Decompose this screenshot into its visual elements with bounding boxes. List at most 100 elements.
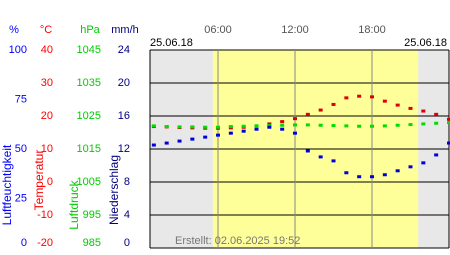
data-point xyxy=(331,124,336,128)
data-point xyxy=(318,155,323,159)
data-point xyxy=(203,125,208,129)
data-point xyxy=(447,117,450,121)
data-point xyxy=(370,124,375,128)
data-point xyxy=(305,112,310,116)
y-tick-label: 1005 xyxy=(77,176,101,188)
axis-unit: % xyxy=(9,24,19,36)
data-point xyxy=(357,94,362,98)
date-left: 25.06.18 xyxy=(150,37,193,49)
data-point xyxy=(177,139,182,143)
data-point xyxy=(382,173,387,177)
y-tick-label: 20 xyxy=(118,77,130,89)
data-point xyxy=(370,95,375,99)
data-point xyxy=(280,120,285,124)
data-point xyxy=(434,153,439,157)
data-point xyxy=(267,124,272,128)
data-point xyxy=(151,143,156,147)
axis-unit: °C xyxy=(40,24,52,36)
data-point xyxy=(395,103,400,107)
y-tick-label: 20 xyxy=(41,110,53,122)
x-tick-label: 18:00 xyxy=(358,24,386,36)
data-point xyxy=(267,125,272,129)
y-tick-label: 24 xyxy=(118,44,130,56)
data-point xyxy=(421,122,426,126)
y-tick-label: 1025 xyxy=(77,110,101,122)
data-point xyxy=(408,123,413,127)
x-tick-label: 06:00 xyxy=(204,24,232,36)
data-point xyxy=(203,135,208,139)
data-point xyxy=(216,133,221,137)
x-tick-label: 12:00 xyxy=(281,24,309,36)
y-tick-label: -20 xyxy=(37,237,53,249)
y-tick-label: 4 xyxy=(124,209,130,221)
data-point xyxy=(447,141,450,145)
data-point xyxy=(228,131,233,135)
y-tick-label: 75 xyxy=(15,93,27,105)
data-point xyxy=(293,123,298,127)
y-tick-label: 0 xyxy=(47,176,53,188)
data-point xyxy=(305,123,310,127)
data-point xyxy=(408,165,413,169)
data-point xyxy=(344,124,349,128)
axis-title: Temperatur xyxy=(32,150,46,211)
data-point xyxy=(164,125,169,129)
data-point xyxy=(254,127,259,131)
data-point xyxy=(241,124,246,128)
y-tick-label: 30 xyxy=(41,77,53,89)
y-tick-label: 100 xyxy=(9,44,27,56)
axis-title: Luftfeuchtigkeit xyxy=(0,144,14,225)
data-point xyxy=(267,122,272,126)
y-tick-label: 10 xyxy=(41,143,53,155)
data-point xyxy=(331,102,336,106)
data-point xyxy=(151,124,156,128)
data-point xyxy=(408,106,413,110)
data-point xyxy=(370,175,375,179)
y-tick-label: 0 xyxy=(124,237,130,249)
y-tick-label: 50 xyxy=(15,143,27,155)
y-tick-label: 0 xyxy=(21,237,27,249)
data-point xyxy=(357,175,362,179)
data-point xyxy=(421,109,426,113)
data-point xyxy=(421,161,426,165)
data-point xyxy=(318,123,323,127)
axis-unit: mm/h xyxy=(111,24,139,36)
y-tick-label: 40 xyxy=(41,44,53,56)
date-right: 25.06.18 xyxy=(404,37,447,49)
data-point xyxy=(228,125,233,129)
data-point xyxy=(293,131,298,135)
y-tick-label: 985 xyxy=(83,237,101,249)
data-point xyxy=(434,121,439,125)
data-point xyxy=(395,123,400,127)
footer: Erstellt: 02.06.2025 19:52 xyxy=(175,235,300,247)
y-tick-label: 16 xyxy=(118,110,130,122)
data-point xyxy=(177,125,182,129)
data-point xyxy=(318,108,323,112)
data-point xyxy=(216,125,221,129)
data-point xyxy=(331,159,336,163)
y-tick-label: 8 xyxy=(124,176,130,188)
y-tick-label: 25 xyxy=(15,192,27,204)
data-point xyxy=(395,169,400,173)
data-point xyxy=(254,124,259,128)
data-point xyxy=(280,123,285,127)
axis-title: Luftdruck xyxy=(67,179,81,229)
data-point xyxy=(344,171,349,175)
data-point xyxy=(293,117,298,121)
data-point xyxy=(447,121,450,125)
data-point xyxy=(382,99,387,103)
y-tick-label: 1045 xyxy=(77,44,101,56)
y-tick-label: 12 xyxy=(118,143,130,155)
data-point xyxy=(164,141,169,145)
y-tick-label: 995 xyxy=(83,209,101,221)
data-point xyxy=(190,125,195,129)
axis-title: Niederschlag xyxy=(107,155,121,225)
data-point xyxy=(241,129,246,133)
data-point xyxy=(382,124,387,128)
y-tick-label: 1015 xyxy=(77,143,101,155)
data-point xyxy=(357,124,362,128)
axis-unit: hPa xyxy=(80,24,100,36)
y-tick-label: 1035 xyxy=(77,77,101,89)
data-point xyxy=(305,149,310,153)
data-point xyxy=(434,112,439,116)
